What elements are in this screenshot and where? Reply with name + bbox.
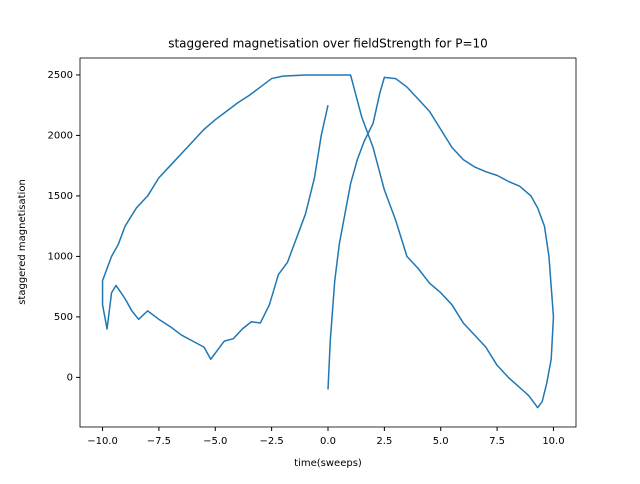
x-tick-label: 7.5 — [489, 436, 505, 447]
plot-frame — [79, 57, 577, 428]
y-tick-label: 2500 — [48, 70, 73, 81]
y-tick-label: 2000 — [48, 130, 73, 141]
y-tick-label: 1500 — [48, 191, 73, 202]
x-axis-label: time(sweeps) — [294, 458, 362, 469]
x-tick-label: 0.0 — [320, 436, 336, 447]
chart-title: staggered magnetisation over fieldStreng… — [168, 37, 488, 51]
y-tick-label: 500 — [54, 312, 73, 323]
y-tick-label: 1000 — [48, 251, 73, 262]
x-tick-label: 10.0 — [542, 436, 564, 447]
x-tick-label: 2.5 — [376, 436, 392, 447]
x-tick-label: −7.5 — [147, 436, 171, 447]
x-tick-label: 5.0 — [433, 436, 449, 447]
y-axis-label: staggered magnetisation — [17, 179, 28, 305]
data-line — [101, 74, 555, 409]
x-tick-label: −2.5 — [259, 436, 283, 447]
x-tick-label: −5.0 — [203, 436, 227, 447]
y-tick-label: 0 — [67, 372, 73, 383]
x-tick-label: −10.0 — [87, 436, 118, 447]
